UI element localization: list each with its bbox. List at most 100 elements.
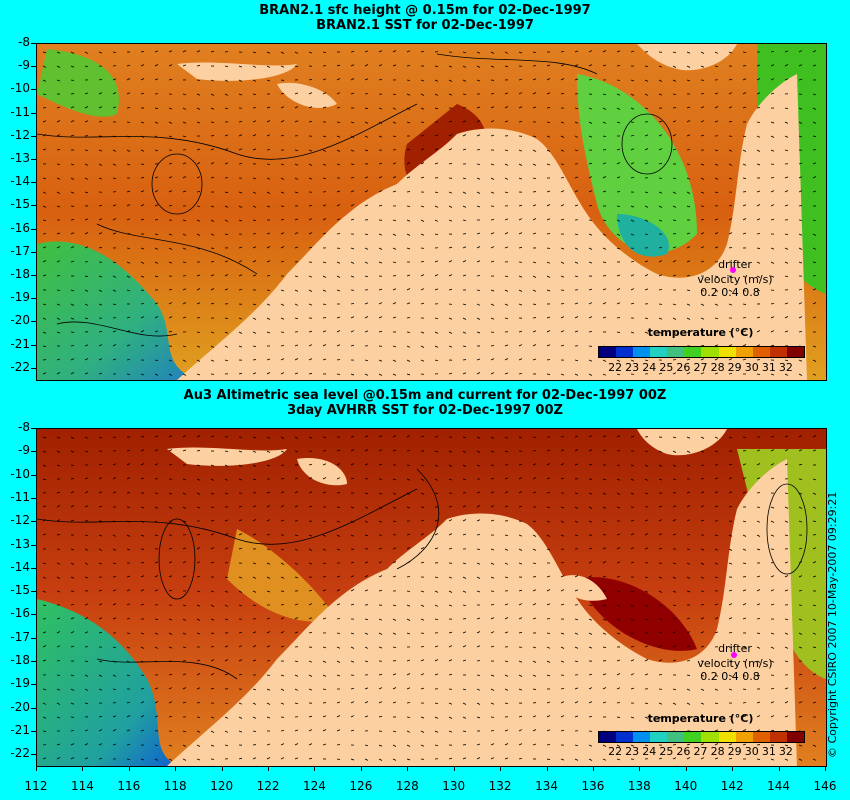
lon-tick <box>500 766 502 771</box>
top-lat-label: -22 <box>10 359 30 374</box>
bottom-panel-subtitle: 3day AVHRR SST for 02-Dec-1997 00Z <box>287 403 563 418</box>
top-colorbar-label: 32 <box>778 361 793 374</box>
lon-tick <box>453 766 455 771</box>
lon-label: 112 <box>24 779 48 793</box>
top-lat-tick <box>31 112 36 114</box>
top-colorbar <box>598 346 805 358</box>
top-colorbar-label: 23 <box>625 361 640 374</box>
top-lat-label: -15 <box>10 197 30 212</box>
bottom-lat-label: -20 <box>10 699 30 714</box>
top-colorbar-swatch <box>684 347 702 357</box>
lon-tick <box>82 766 84 771</box>
lon-label: 122 <box>256 779 280 793</box>
bottom-colorbar-swatch <box>633 732 651 742</box>
top-current-vectors <box>42 50 817 376</box>
bottom-current-vectors <box>42 435 817 761</box>
lon-tick <box>639 766 641 771</box>
top-colorbar-swatch <box>752 347 770 357</box>
top-drifter-velocity-label: velocity (m/s) <box>697 273 773 286</box>
top-colorbar-label: 24 <box>642 361 657 374</box>
top-colorbar-label: 26 <box>676 361 691 374</box>
top-lat-tick <box>31 251 36 253</box>
bottom-lat-label: -19 <box>10 676 30 691</box>
lon-label: 136 <box>581 779 605 793</box>
top-lat-tick <box>31 135 36 137</box>
top-lat-tick <box>31 344 36 346</box>
top-colorbar-swatch <box>667 347 685 357</box>
bottom-lat-label: -15 <box>10 583 30 598</box>
bottom-lat-tick <box>31 451 36 453</box>
top-colorbar-swatch <box>786 347 804 357</box>
lon-tick <box>592 766 594 771</box>
bottom-lat-tick <box>31 707 36 709</box>
top-lat-label: -13 <box>10 151 30 165</box>
top-lat-label: -20 <box>10 313 30 328</box>
top-colorbar-label: 28 <box>710 361 725 374</box>
lon-label: 116 <box>117 779 141 793</box>
top-colorbar-swatch <box>616 347 634 357</box>
copyright-notice: © Copyright CSIRO 2007 10-May-2007 09:29… <box>826 491 839 758</box>
bottom-drifter-velocity-label: velocity (m/s) <box>697 657 773 670</box>
lon-tick <box>36 766 37 771</box>
top-colorbar-swatch <box>650 347 668 357</box>
top-colorbar-label: 29 <box>727 361 742 374</box>
bottom-lat-label: -22 <box>10 746 30 761</box>
bottom-lat-tick <box>31 661 36 662</box>
bottom-lat-tick <box>31 567 36 569</box>
top-colorbar-label: 30 <box>744 361 759 374</box>
top-colorbar-swatch <box>701 347 719 357</box>
bottom-drifter-marker <box>731 652 737 658</box>
top-colorbar-label: 22 <box>608 361 623 374</box>
top-lat-tick <box>31 228 36 230</box>
bottom-lat-label: -9 <box>18 443 30 458</box>
bottom-colorbar-label: 31 <box>761 745 776 758</box>
top-colorbar-swatch <box>735 347 753 357</box>
top-lat-label: -21 <box>10 336 30 351</box>
lon-label: 146 <box>813 779 837 793</box>
bottom-lat-label: -12 <box>10 513 30 528</box>
bottom-lat-label: -21 <box>10 722 30 737</box>
top-lat-tick <box>31 159 36 160</box>
top-sst-map <box>36 43 827 381</box>
lon-label: 140 <box>674 779 698 793</box>
bottom-lat-label: -13 <box>10 536 30 551</box>
top-map-canvas <box>37 44 826 380</box>
lon-label: 144 <box>767 779 791 793</box>
lon-label: 128 <box>395 779 419 793</box>
lon-label: 130 <box>442 779 466 793</box>
top-legend-title: temperature (°C) <box>647 326 754 339</box>
lon-tick <box>360 766 362 771</box>
bottom-colorbar-label: 23 <box>625 745 640 758</box>
lon-tick <box>128 766 130 771</box>
top-lat-tick <box>31 182 36 184</box>
bottom-legend-title: temperature (°C) <box>647 712 754 725</box>
bottom-colorbar-swatch <box>769 732 787 742</box>
bottom-lat-tick <box>31 474 36 476</box>
lon-tick <box>314 766 316 771</box>
bottom-colorbar-swatch <box>684 732 702 742</box>
top-lat-tick <box>31 275 36 276</box>
lon-tick <box>825 766 826 771</box>
lon-tick <box>546 766 548 771</box>
bottom-colorbar-swatch <box>667 732 685 742</box>
top-panel-subtitle: BRAN2.1 SST for 02-Dec-1997 <box>316 18 534 33</box>
top-lat-label: -16 <box>10 220 30 235</box>
top-lat-tick <box>31 367 36 369</box>
bottom-colorbar-swatch <box>735 732 753 742</box>
top-lat-tick <box>31 89 36 91</box>
top-lat-label: -14 <box>10 174 30 189</box>
bottom-drifter-scale: 0.2 0.4 0.8 <box>700 670 760 683</box>
top-lat-tick <box>31 43 36 44</box>
top-lat-tick <box>31 321 36 323</box>
top-drifter-label: drifter <box>718 258 752 271</box>
lon-tick <box>268 766 270 771</box>
bottom-lat-tick <box>31 684 36 686</box>
top-lat-tick <box>31 66 36 68</box>
top-lat-label: -8 <box>18 35 30 49</box>
bottom-colorbar-swatch <box>718 732 736 742</box>
bottom-lat-tick <box>31 730 36 732</box>
top-lat-label: -19 <box>10 290 30 305</box>
bottom-colorbar <box>598 731 805 743</box>
bottom-lat-tick <box>31 521 36 523</box>
bottom-lat-tick <box>31 754 36 756</box>
